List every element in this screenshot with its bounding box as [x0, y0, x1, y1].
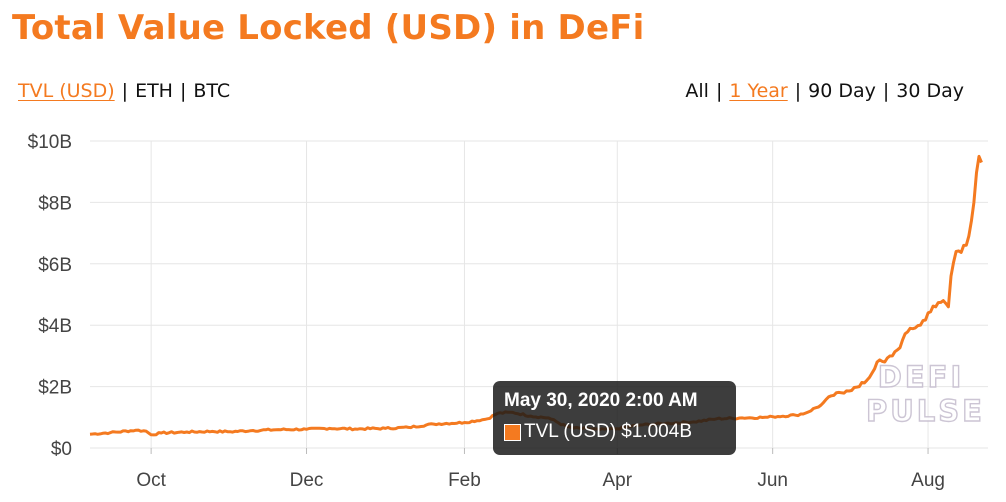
chart-tooltip: May 30, 2020 2:00 AM TVL (USD) $1.004B — [493, 381, 736, 455]
tab-eth[interactable]: ETH — [135, 80, 173, 102]
range-30-day[interactable]: 30 Day — [896, 80, 964, 102]
range-selector: All | 1 Year | 90 Day | 30 Day — [685, 80, 964, 102]
tooltip-date: May 30, 2020 2:00 AM — [504, 390, 698, 411]
separator: | — [121, 80, 129, 102]
range-90-day[interactable]: 90 Day — [808, 80, 876, 102]
series-swatch-icon — [504, 423, 521, 441]
chart-title: Total Value Locked (USD) in DeFi — [12, 8, 645, 48]
watermark-line-2: PULSE — [865, 393, 985, 428]
tooltip-series-name: TVL (USD) — [524, 421, 617, 442]
y-tick-label: $2B — [38, 378, 72, 399]
x-tick-label: Feb — [448, 470, 481, 491]
tab-btc[interactable]: BTC — [193, 80, 231, 102]
y-tick-label: $4B — [38, 316, 72, 337]
y-tick-label: $0 — [51, 439, 72, 460]
x-tick-label: Aug — [911, 470, 945, 491]
range-1-year[interactable]: 1 Year — [729, 80, 788, 102]
separator: | — [715, 80, 723, 102]
defi-pulse-watermark: DEFI PULSE — [865, 359, 985, 428]
x-tick-label: Oct — [136, 470, 166, 491]
watermark-line-1: DEFI — [877, 359, 965, 394]
x-tick-label: Apr — [602, 470, 632, 491]
tooltip-row: TVL (USD) $1.004B — [504, 421, 725, 443]
separator: | — [179, 80, 187, 102]
y-tick-label: $8B — [38, 193, 72, 214]
x-tick-label: Jun — [757, 470, 788, 491]
y-tick-label: $10B — [28, 132, 72, 153]
tab-tvl-usd[interactable]: TVL (USD) — [18, 80, 115, 102]
range-all[interactable]: All — [685, 80, 709, 102]
y-tick-label: $6B — [38, 255, 72, 276]
tooltip-value: $1.004B — [621, 421, 692, 442]
metric-selector: TVL (USD) | ETH | BTC — [18, 80, 230, 102]
separator: | — [794, 80, 802, 102]
separator: | — [882, 80, 890, 102]
x-tick-label: Dec — [290, 470, 324, 491]
